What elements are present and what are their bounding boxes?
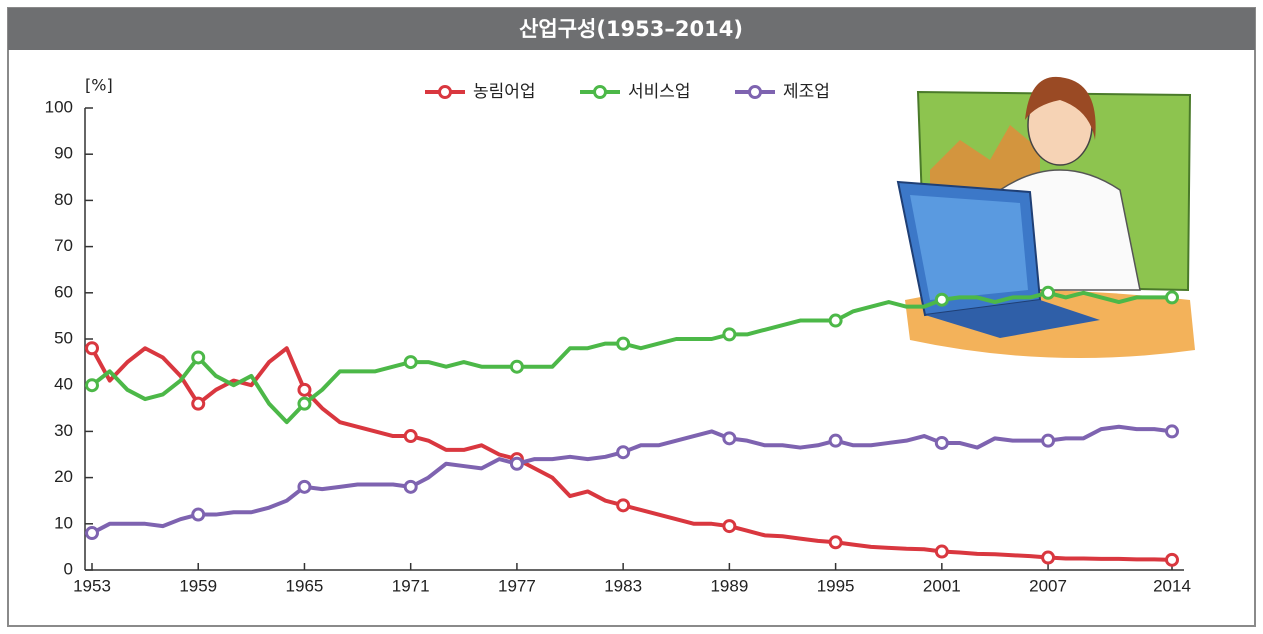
- series-marker: [1165, 290, 1179, 305]
- series-marker: [85, 526, 99, 541]
- series-marker: [403, 429, 418, 444]
- series-marker: [509, 456, 524, 471]
- x-tick-label: 2007: [1029, 576, 1067, 595]
- series-marker: [934, 435, 949, 450]
- y-axis-label: [%]: [85, 76, 113, 95]
- series-marker: [191, 507, 206, 522]
- series-marker: [191, 396, 206, 411]
- legend-label: 제조업: [783, 82, 830, 102]
- y-tick-label: 0: [64, 559, 73, 578]
- series-marker: [85, 341, 99, 356]
- legend-marker: [438, 85, 452, 99]
- series-marker: [828, 313, 843, 328]
- series-marker: [616, 498, 631, 513]
- series-marker: [403, 355, 418, 370]
- x-tick-label: 1995: [817, 576, 855, 595]
- x-tick-label: 1989: [710, 576, 748, 595]
- x-tick-label: 1965: [286, 576, 324, 595]
- y-tick-label: 80: [54, 190, 73, 209]
- series-marker: [828, 433, 843, 448]
- series-marker: [85, 378, 99, 393]
- legend-label: 농림어업: [473, 82, 536, 102]
- y-tick-label: 90: [54, 144, 73, 163]
- series-marker: [722, 327, 737, 342]
- series-marker: [1041, 285, 1056, 300]
- series-marker: [297, 382, 312, 397]
- series-line: [90, 290, 1172, 425]
- series-line: [91, 424, 1173, 535]
- series-marker: [616, 336, 631, 351]
- y-tick-label: 50: [54, 328, 73, 347]
- series-marker: [191, 350, 206, 365]
- legend-marker: [593, 85, 607, 99]
- series-marker: [297, 396, 312, 411]
- series-marker: [616, 445, 631, 460]
- series-line: [90, 346, 1173, 562]
- legend-marker: [748, 85, 762, 99]
- x-tick-label: 1953: [73, 576, 111, 595]
- legend-label: 서비스업: [628, 82, 691, 102]
- y-tick-label: 10: [54, 513, 73, 532]
- series-marker: [403, 479, 418, 494]
- y-tick-label: 20: [54, 467, 73, 486]
- series-marker: [722, 519, 737, 534]
- y-tick-label: 40: [54, 375, 73, 394]
- series-marker: [934, 544, 949, 559]
- series-marker: [934, 292, 949, 307]
- series-marker: [1041, 550, 1056, 565]
- title-bar: [8, 8, 1255, 50]
- series-marker: [1041, 433, 1056, 448]
- series-marker: [828, 535, 843, 550]
- x-tick-label: 2001: [923, 576, 961, 595]
- x-tick-label: 1977: [498, 576, 536, 595]
- y-tick-label: 60: [54, 282, 73, 301]
- series-marker: [722, 431, 737, 446]
- y-tick-label: 70: [54, 236, 73, 255]
- illustration: [896, 76, 1195, 358]
- x-tick-label: 2014: [1153, 576, 1191, 595]
- x-tick-label: 1971: [392, 576, 430, 595]
- y-tick-label: 100: [45, 97, 73, 116]
- chart-title: 산업구성(1953–2014): [519, 17, 743, 41]
- series-marker: [297, 479, 312, 494]
- y-tick-label: 30: [54, 421, 73, 440]
- series-marker: [509, 359, 524, 374]
- series-marker: [1165, 552, 1179, 567]
- x-tick-label: 1983: [604, 576, 642, 595]
- x-tick-label: 1959: [179, 576, 217, 595]
- series-marker: [1165, 424, 1179, 439]
